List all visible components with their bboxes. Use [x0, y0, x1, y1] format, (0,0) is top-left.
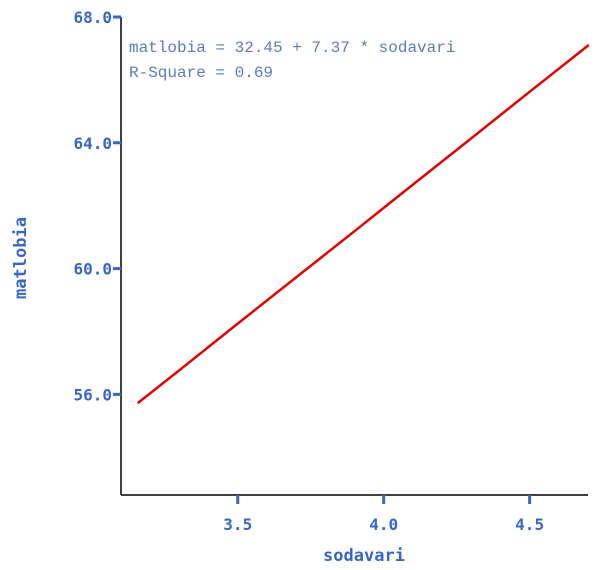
- plot-frame: [120, 17, 588, 496]
- x-tick-label: 3.5: [223, 515, 252, 534]
- y-tick-label: 64.0: [73, 134, 112, 153]
- rsquare-annotation: R-Square = 0.69: [129, 64, 273, 82]
- x-tick-label: 4.5: [515, 515, 544, 534]
- regression-line: [137, 44, 590, 404]
- y-tick-label: 68.0: [73, 8, 112, 27]
- y-axis-ticks: 56.0 60.0 64.0 68.0: [73, 8, 121, 404]
- equation-annotation: matlobia = 32.45 + 7.37 * sodavari: [129, 39, 455, 57]
- y-axis-title: matlobia: [11, 217, 31, 299]
- x-axis-ticks: 3.5 4.0 4.5: [223, 495, 544, 534]
- series-layer: [137, 44, 590, 404]
- x-tick-label: 4.0: [369, 515, 398, 534]
- y-tick-label: 60.0: [73, 260, 112, 279]
- y-tick-label: 56.0: [73, 385, 112, 404]
- x-axis-title: sodavari: [323, 546, 405, 566]
